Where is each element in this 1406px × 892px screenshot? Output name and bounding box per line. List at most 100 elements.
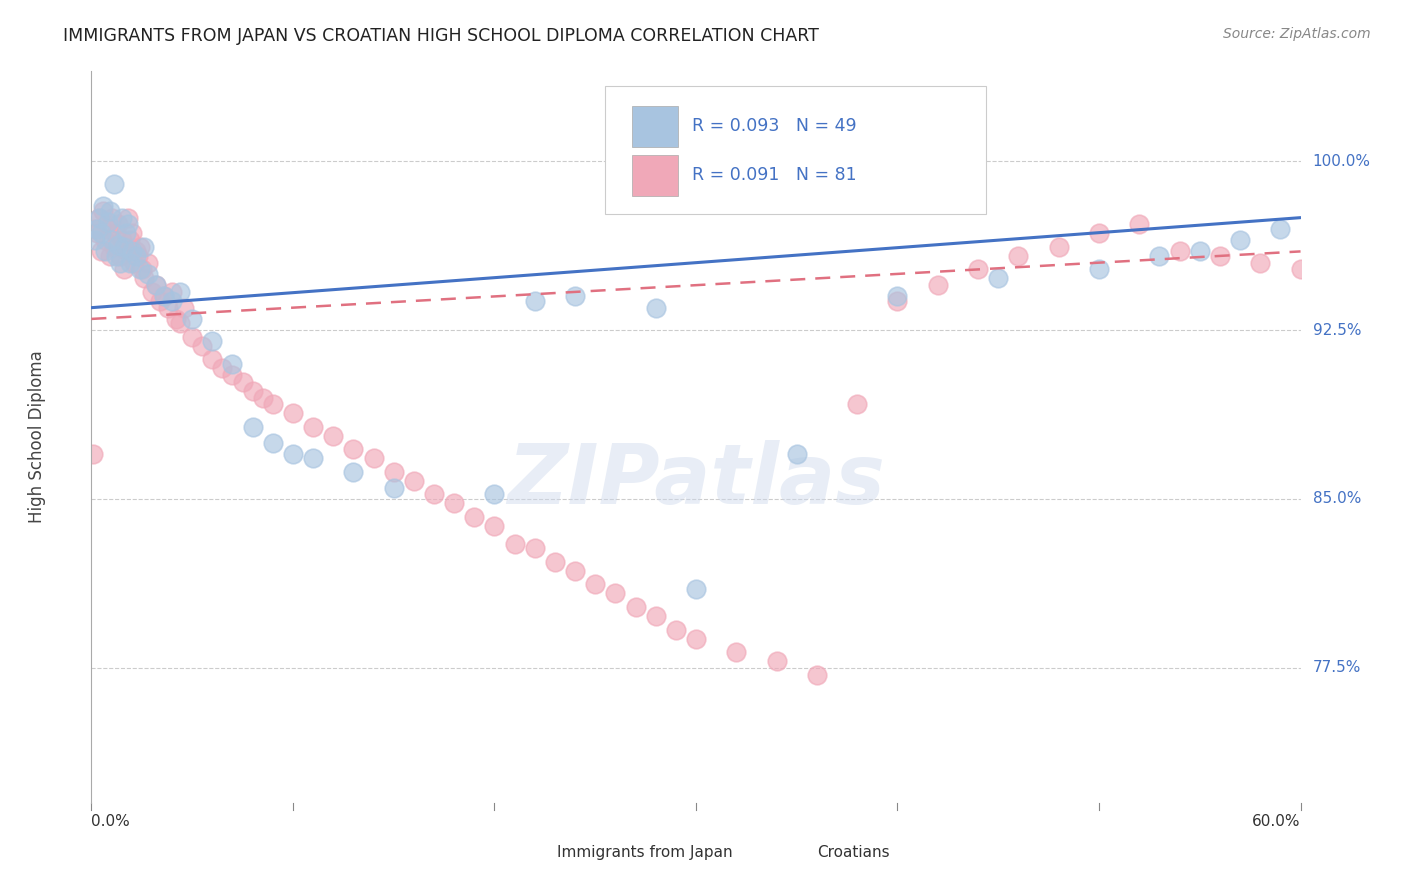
Point xyxy=(131,262,153,277)
Point xyxy=(96,222,118,236)
Point xyxy=(96,215,118,229)
Point xyxy=(181,330,204,344)
Point xyxy=(1088,227,1111,241)
Point xyxy=(523,541,546,556)
Text: IMMIGRANTS FROM JAPAN VS CROATIAN HIGH SCHOOL DIPLOMA CORRELATION CHART: IMMIGRANTS FROM JAPAN VS CROATIAN HIGH S… xyxy=(63,27,820,45)
Point xyxy=(382,481,405,495)
Point xyxy=(94,233,117,247)
Point xyxy=(104,227,127,241)
Point xyxy=(281,447,304,461)
Point xyxy=(98,249,121,263)
Point xyxy=(89,211,111,225)
Text: Immigrants from Japan: Immigrants from Japan xyxy=(557,845,733,860)
Point xyxy=(136,255,159,269)
Point xyxy=(1229,233,1251,247)
Bar xyxy=(520,838,547,866)
Point xyxy=(342,465,364,479)
Point xyxy=(886,293,908,308)
Point xyxy=(886,289,908,303)
Point xyxy=(98,203,121,218)
Point xyxy=(173,301,195,315)
Point xyxy=(382,465,405,479)
Point xyxy=(242,420,264,434)
Point xyxy=(1249,255,1271,269)
Point xyxy=(1209,249,1232,263)
Point xyxy=(302,420,325,434)
Point xyxy=(644,609,666,624)
Point xyxy=(1168,244,1191,259)
Point xyxy=(100,233,122,247)
Point xyxy=(89,211,111,225)
Point xyxy=(221,357,243,371)
Point xyxy=(107,237,129,252)
Point xyxy=(665,623,688,637)
Point xyxy=(86,222,108,236)
Bar xyxy=(780,838,807,866)
Point xyxy=(169,285,191,299)
Point xyxy=(117,218,139,232)
Point xyxy=(685,582,707,596)
Point xyxy=(987,271,1010,285)
Text: 100.0%: 100.0% xyxy=(1313,154,1371,169)
Point xyxy=(84,222,107,236)
Point xyxy=(100,211,122,225)
Point xyxy=(624,599,647,614)
Point xyxy=(523,293,546,308)
Point xyxy=(90,227,112,241)
Point xyxy=(211,361,233,376)
Text: 60.0%: 60.0% xyxy=(1253,814,1301,829)
Point xyxy=(117,211,139,225)
Text: Source: ZipAtlas.com: Source: ZipAtlas.com xyxy=(1223,27,1371,41)
Point xyxy=(786,447,808,461)
Point xyxy=(221,368,243,383)
Point xyxy=(342,442,364,457)
Point xyxy=(231,375,253,389)
Point xyxy=(605,586,627,600)
Point xyxy=(153,289,176,303)
Text: R = 0.093   N = 49: R = 0.093 N = 49 xyxy=(692,117,858,136)
Point xyxy=(725,645,748,659)
Point xyxy=(112,262,135,277)
Point xyxy=(1149,249,1171,263)
Point xyxy=(153,289,176,303)
Point xyxy=(1047,240,1070,254)
Text: 92.5%: 92.5% xyxy=(1313,323,1361,338)
Point xyxy=(86,227,108,241)
Point xyxy=(1088,262,1111,277)
Bar xyxy=(631,155,678,195)
Point xyxy=(1128,218,1150,232)
Point xyxy=(82,447,104,461)
Point xyxy=(114,227,136,241)
Point xyxy=(107,218,129,232)
Point xyxy=(141,285,163,299)
Point xyxy=(156,301,179,315)
Point xyxy=(84,233,107,247)
Point xyxy=(644,301,666,315)
Point xyxy=(108,255,131,269)
Point xyxy=(125,249,148,263)
Point xyxy=(564,289,586,303)
Point xyxy=(967,262,990,277)
Point xyxy=(564,564,586,578)
Point xyxy=(132,240,155,254)
Point xyxy=(201,334,224,349)
Point xyxy=(160,285,183,299)
FancyBboxPatch shape xyxy=(605,86,986,214)
Point xyxy=(165,312,187,326)
Point xyxy=(1270,222,1292,236)
Point xyxy=(111,211,132,225)
Text: 85.0%: 85.0% xyxy=(1313,491,1361,507)
Point xyxy=(322,429,344,443)
Text: 0.0%: 0.0% xyxy=(91,814,131,829)
Point xyxy=(846,397,869,411)
Point xyxy=(112,240,135,254)
Point xyxy=(262,435,284,450)
Point xyxy=(927,278,949,293)
Point xyxy=(94,244,117,259)
Point xyxy=(121,244,143,259)
Point xyxy=(108,249,131,263)
Point xyxy=(104,249,127,263)
Point xyxy=(544,555,567,569)
Point xyxy=(402,474,425,488)
Point xyxy=(160,293,183,308)
